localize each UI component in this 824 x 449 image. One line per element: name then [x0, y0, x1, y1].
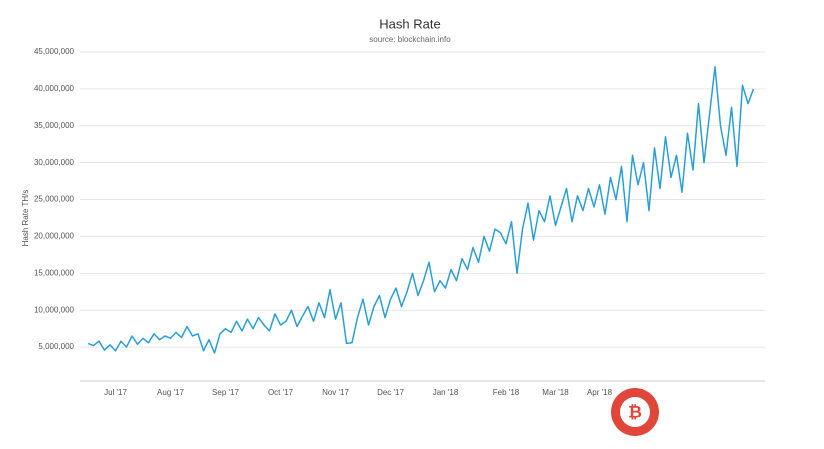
y-axis-label: Hash Rate TH/s — [21, 190, 30, 247]
x-tick-label: Mar '18 — [542, 388, 569, 397]
x-tick-label: Aug '17 — [157, 388, 184, 397]
x-tick-label: Jul '17 — [104, 388, 127, 397]
chart-subtitle: source: blockchain.info — [369, 35, 451, 44]
x-tick-label: Nov '17 — [322, 388, 349, 397]
svg-text:₿: ₿ — [628, 402, 642, 421]
x-tick-label: Oct '17 — [268, 388, 294, 397]
y-tick-label: 5,000,000 — [38, 342, 74, 351]
x-tick-label: Dec '17 — [377, 388, 404, 397]
y-tick-label: 40,000,000 — [34, 84, 75, 93]
chart-title: Hash Rate — [379, 16, 440, 31]
y-tick-label: 35,000,000 — [34, 121, 75, 130]
bitcoin-logo: ₿ — [611, 388, 659, 436]
x-tick-label: Jan '18 — [433, 388, 459, 397]
y-tick-label: 10,000,000 — [34, 305, 75, 314]
data-line — [87, 66, 755, 354]
x-tick-label: Sep '17 — [212, 388, 239, 397]
y-tick-label: 25,000,000 — [34, 195, 75, 204]
y-tick-label: 20,000,000 — [34, 232, 75, 241]
x-tick-label: Apr '18 — [587, 388, 613, 397]
y-tick-label: 45,000,000 — [34, 47, 75, 56]
y-tick-label: 15,000,000 — [34, 268, 75, 277]
x-tick-label: Feb '18 — [493, 388, 520, 397]
y-tick-label: 30,000,000 — [34, 158, 75, 167]
